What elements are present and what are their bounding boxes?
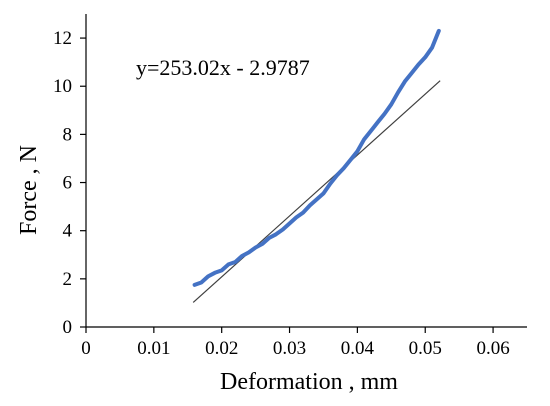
trendline xyxy=(192,80,441,303)
x-tick-label: 0.03 xyxy=(273,338,306,359)
x-tick-label: 0.06 xyxy=(476,338,509,359)
data-series-line xyxy=(192,28,441,287)
tick-labels: 0 0.01 0.02 0.03 0.04 0.05 0.06 0 2 4 6 8 10 12 xyxy=(53,28,510,359)
x-tick-label: 0.01 xyxy=(137,338,170,359)
x-tick-label: 0 xyxy=(81,338,91,359)
x-tick-label: 0.05 xyxy=(409,338,442,359)
y-axis-title: Force , N xyxy=(16,145,42,235)
y-tick-label: 4 xyxy=(63,221,73,242)
axis-ticks xyxy=(80,37,494,333)
x-axis-title: Deformation , mm xyxy=(220,369,398,395)
axes xyxy=(85,14,527,328)
y-tick-label: 2 xyxy=(63,269,73,290)
y-tick-label: 0 xyxy=(63,317,73,338)
y-tick-label: 8 xyxy=(63,124,73,145)
y-tick-label: 10 xyxy=(53,76,72,97)
regression-equation: y=253.02x - 2.9787 xyxy=(136,55,310,80)
y-tick-label: 12 xyxy=(53,28,72,49)
x-tick-label: 0.04 xyxy=(341,338,375,359)
x-tick-label: 0.02 xyxy=(205,338,238,359)
y-tick-label: 6 xyxy=(63,173,73,194)
